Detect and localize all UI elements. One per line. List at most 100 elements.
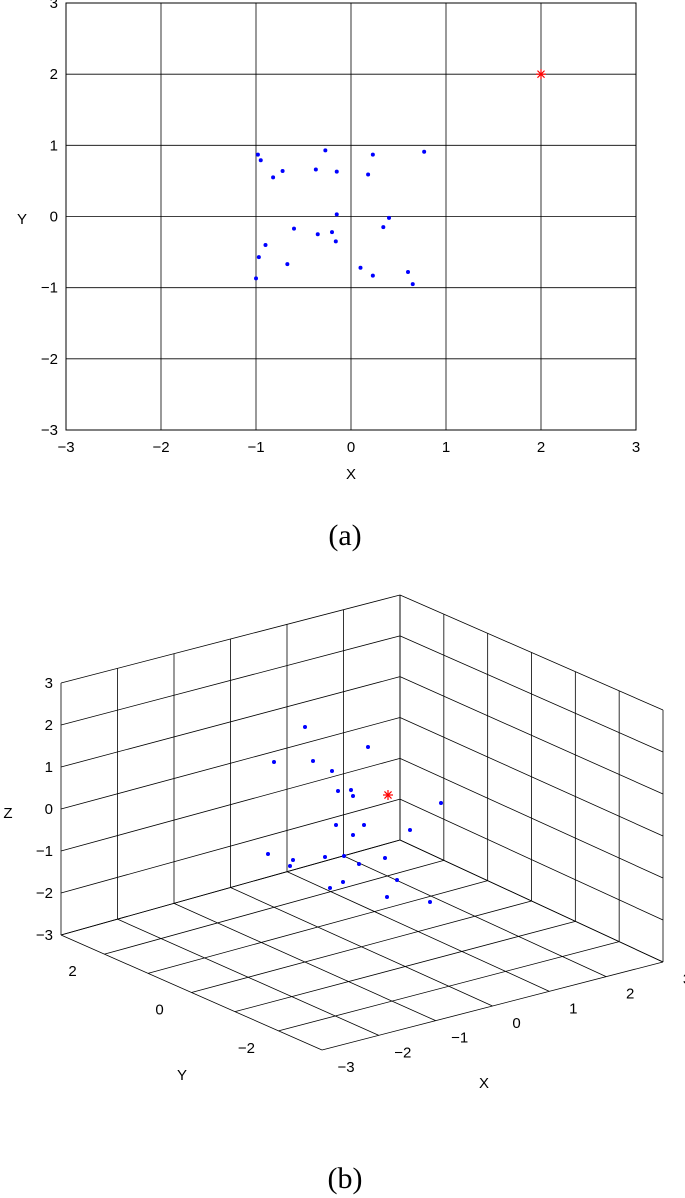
panel-b-ztick-label: 1 [45, 759, 53, 776]
panel-a-ytick-label: 3 [50, 0, 58, 12]
panel-b-blue-point [439, 801, 443, 805]
panel-b-ztick-label: −3 [36, 927, 53, 944]
panel-b-blue-point [291, 858, 295, 862]
panel-a-xlabel: X [346, 466, 356, 483]
panel-a-xtick-label: 1 [442, 439, 450, 456]
panel-a-blue-point [333, 239, 338, 244]
panel-b-blue-point [428, 900, 432, 904]
panel-b-zlabel: Z [3, 805, 12, 822]
panel-a-blue-point [334, 169, 339, 174]
panel-a-blue-point [271, 175, 276, 180]
panel-b-leftwall-hgrid [60, 676, 401, 768]
panel-b-xtick-label: −1 [451, 1030, 468, 1047]
panel-b-ytick-label: 0 [155, 1002, 163, 1019]
panel-b-blue-point [408, 828, 412, 832]
panel-b-xtick-label: 0 [512, 1015, 520, 1032]
panel-b-leftwall-hgrid [60, 757, 401, 852]
panel-b-chart: 3 2 1 0 −1 −2 −3 2 0 −2 −3 −2 −1 0 1 2 3 Z Y X (b) [3, 594, 685, 1195]
panel-b-floor-grid-y [321, 961, 664, 1051]
panel-b-blue-point [330, 769, 334, 773]
panel-a-blue-point [263, 242, 268, 247]
panel-a-grid [66, 3, 636, 430]
panel-b-ztick-label: −1 [36, 843, 53, 860]
panel-b-blue-point [351, 833, 355, 837]
panel-a-blue-point [280, 168, 285, 173]
panel-a-ytick-label: 2 [50, 66, 58, 83]
panel-b-blue-point [272, 760, 276, 764]
panel-b-xtick-label: −3 [337, 1059, 354, 1076]
panel-b-blue-point [328, 886, 332, 890]
panel-b-floor-grid-y [234, 920, 576, 1013]
panel-b-blue-point [323, 855, 327, 859]
panel-a-blue-point [422, 149, 427, 154]
panel-b-floor-grid-y [278, 941, 620, 1032]
panel-a-xtick-label: 0 [347, 439, 355, 456]
panel-b-blue-point [357, 862, 361, 866]
panel-a-ytick-label: −3 [41, 422, 58, 439]
panel-b-ztick-label: 3 [45, 675, 53, 692]
panel-a-ytick-label: 1 [50, 137, 58, 154]
panel-b-xtick-label: 3 [683, 971, 685, 988]
panel-b-leftwall-hgrid [60, 594, 401, 684]
panel-b-ytick-label: −2 [238, 1040, 255, 1057]
panel-b-rightwall-hgrid [399, 757, 664, 879]
panel-a-red-point [536, 69, 546, 80]
panel-a-xtick-label: −3 [57, 439, 74, 456]
panel-b-red-point [383, 790, 393, 800]
panel-b-xlabel: X [479, 1075, 489, 1092]
panel-b-xtick-label: 2 [626, 986, 634, 1003]
panel-b-leftwall-hgrid [60, 717, 401, 810]
panel-b-blue-point [303, 725, 307, 729]
panel-b-rightwall-hgrid [399, 594, 664, 711]
panel-b-ztick-label: 0 [45, 801, 53, 818]
panel-a-blue-point [330, 230, 334, 235]
panel-b-zticks: 3 2 1 0 −1 −2 −3 [36, 675, 53, 944]
panel-a-blue-point [334, 212, 339, 217]
panel-a-ytick-label: −1 [41, 280, 58, 297]
panel-b-blue-point [385, 895, 389, 899]
panel-b-blue-point [342, 854, 346, 858]
panel-a-blue-point [406, 270, 410, 275]
panel-a-xtick-label: 2 [537, 439, 545, 456]
panel-b-floor-grid-y [104, 859, 444, 955]
panel-b-ztick-label: −2 [36, 885, 53, 902]
panel-b-xtick-label: 1 [569, 1000, 577, 1017]
panel-b-blue-point [349, 788, 353, 792]
panel-b-leftwall-hgrid [60, 798, 401, 894]
panel-b-xtick-label: −2 [394, 1044, 411, 1061]
panel-b-floor-grid-y [147, 880, 488, 974]
panel-b-points [266, 725, 443, 904]
panel-a-ylabel: Y [17, 211, 27, 228]
panel-b-blue-point [366, 745, 370, 749]
panel-b-caption: (b) [328, 1162, 363, 1195]
panel-b-ylabel: Y [177, 1067, 187, 1084]
panel-b-blue-point [341, 880, 345, 884]
panel-b-floor-grid-y [191, 900, 532, 993]
panel-b-blue-point [334, 823, 338, 827]
panel-b-rightwall-hgrid [399, 798, 664, 921]
panel-b-rightwall-hgrid [399, 635, 664, 753]
panel-b-blue-point [311, 759, 315, 763]
panel-a-blue-point [285, 262, 290, 267]
panel-b-blue-point [395, 878, 399, 882]
panel-b-blue-point [383, 856, 387, 860]
panel-a-xtick-label: −2 [152, 439, 169, 456]
panel-a-xticks: −3 −2 −1 0 1 2 3 [57, 439, 640, 456]
panel-a-blue-point [315, 232, 320, 237]
panel-b-ytick-label: 2 [68, 963, 76, 980]
panel-a-blue-point [370, 152, 375, 157]
panel-a-blue-point [256, 255, 261, 260]
panel-a-yticks: 3 2 1 0 −1 −2 −3 [41, 0, 58, 439]
panel-a-blue-point [258, 158, 263, 163]
panel-a-xtick-label: 3 [632, 439, 640, 456]
panel-b-rightwall-hgrid [399, 676, 664, 795]
panel-a-xtick-label: −1 [247, 439, 264, 456]
panel-a-blue-point [410, 282, 415, 287]
panel-a-blue-point [381, 225, 386, 230]
panel-b-blue-point [351, 794, 355, 798]
panel-a-ytick-label: 0 [50, 209, 58, 226]
panel-b-yticks: 2 0 −2 [68, 963, 255, 1057]
panel-a-points [254, 69, 546, 287]
panel-a-caption: (a) [328, 519, 361, 552]
